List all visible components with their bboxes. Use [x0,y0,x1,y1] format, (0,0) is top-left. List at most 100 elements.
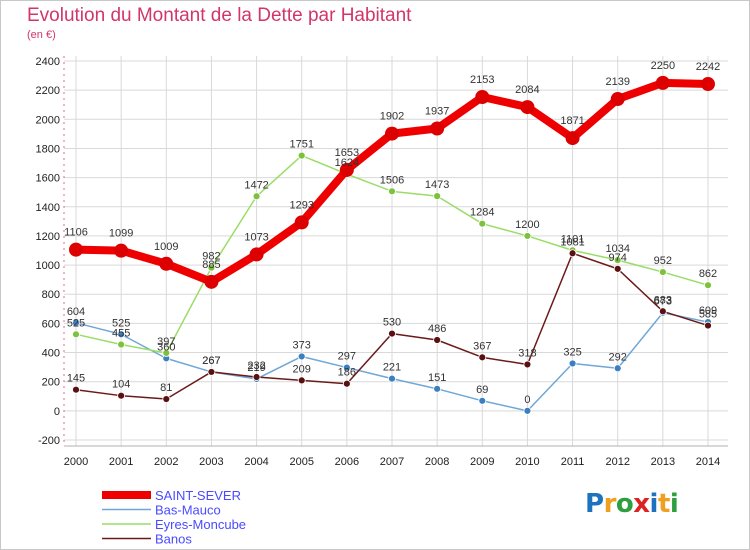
data-label: 267 [202,355,220,367]
data-label: 360 [157,341,175,353]
data-point [207,263,216,272]
data-point [249,247,264,262]
x-tick-label: 2006 [335,456,359,468]
data-point [117,391,126,400]
data-label: 1099 [109,228,133,240]
data-point [478,353,487,362]
y-tick-label: 400 [42,348,60,360]
data-point [523,360,532,369]
data-point [72,330,80,339]
y-tick-label: 2200 [36,85,60,97]
x-tick-label: 2011 [561,456,585,468]
data-label: 209 [293,363,311,375]
data-point [207,368,216,376]
data-label: 974 [609,252,627,264]
data-point [297,376,306,385]
data-label: 69 [476,384,488,396]
y-tick-label: 1400 [36,202,60,214]
data-point [162,395,171,403]
data-point [704,321,712,330]
data-point [565,131,580,146]
data-point [342,363,351,372]
data-label: 1101 [561,233,585,245]
x-tick-label: 2010 [515,456,539,468]
y-tick-label: 200 [42,377,60,389]
legend-label: Eyres-Moncube [155,517,246,532]
data-point [433,192,442,201]
data-label: 367 [473,340,491,352]
x-tick-label: 2003 [199,456,223,468]
x-tick-label: 2009 [470,456,494,468]
y-tick-label: 2400 [36,56,60,68]
y-tick-label: -200 [38,435,60,447]
data-point [613,256,622,265]
data-label: 104 [112,379,130,391]
data-point [385,126,399,141]
y-tick-label: 1200 [36,231,60,243]
data-label: 232 [247,360,265,372]
data-point [655,75,670,90]
data-point [523,406,532,415]
data-label: 397 [157,336,175,348]
data-point [388,374,396,383]
data-label: 81 [160,382,172,394]
data-point [610,92,625,107]
data-point [117,330,126,339]
x-tick-label: 2002 [154,456,178,468]
y-tick-label: 1800 [36,143,60,155]
data-label: 885 [202,259,220,271]
data-point [388,187,396,196]
data-label: 292 [609,351,627,363]
data-point [658,307,667,316]
data-point [475,90,490,105]
data-label: 373 [293,339,311,351]
y-tick-label: 0 [54,406,60,418]
data-label: 1473 [425,179,449,191]
data-label: 145 [67,373,85,385]
data-label: 1034 [605,243,629,255]
data-point [159,256,174,271]
data-label: 2250 [651,60,675,72]
data-point [478,219,487,228]
data-point [520,100,535,115]
data-label: 1653 [335,147,359,159]
data-point [297,352,306,361]
data-point [433,336,442,344]
data-point [433,384,442,393]
data-label: 2084 [515,84,539,96]
series-group [69,75,715,415]
data-point [701,77,715,92]
data-label: 1937 [425,105,449,117]
data-label: 455 [112,328,130,340]
data-label: 1871 [560,115,584,127]
data-label: 1284 [470,207,494,219]
data-label: 2139 [605,76,629,88]
data-point [162,349,171,357]
x-tick-label: 2012 [605,456,629,468]
data-label: 862 [699,268,717,280]
data-point [430,121,445,136]
data-label: 1902 [380,111,404,123]
x-tick-label: 2005 [289,456,313,468]
data-label: 1472 [244,179,268,191]
chart-subtitle: (en €) [27,29,56,41]
data-label: 683 [654,294,672,306]
data-label: 609 [699,305,717,317]
x-tick-label: 2007 [380,456,404,468]
data-label: 673 [654,296,672,308]
x-tick-label: 2013 [651,456,675,468]
data-point [339,162,354,177]
data-label: 1081 [560,236,584,248]
data-label: 1506 [380,174,404,186]
proxiti-logo: Proxiti [585,489,679,519]
data-point [568,359,577,368]
data-point [568,249,577,258]
data-label: 221 [383,362,401,374]
data-point [252,373,261,381]
data-label: 982 [202,251,220,263]
data-label: 325 [563,346,581,358]
